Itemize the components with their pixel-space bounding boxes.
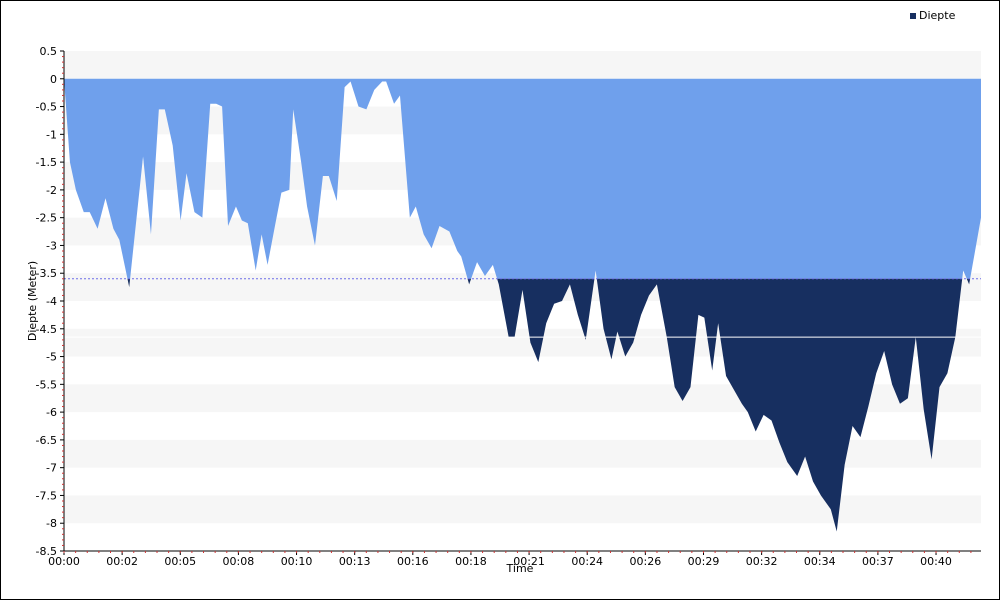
y-tick-label: -2.5 — [36, 212, 57, 225]
axes: 0.5 0 -0.5 -1 -1.5 -2 -2.5 -3 -3.5 -4 -4.5 -5 -5.5 -6… — [36, 45, 981, 568]
y-tick-label: -1.5 — [36, 156, 57, 169]
y-tick-label: -1 — [46, 128, 57, 141]
legend: Diepte — [910, 9, 955, 22]
x-tick-label: 00:18 — [455, 555, 487, 568]
y-tick-label: -6.5 — [36, 434, 57, 447]
y-tick-label: -5 — [46, 351, 57, 364]
background-band — [64, 495, 981, 524]
y-tick-label: -4.5 — [36, 323, 57, 336]
x-tick-label: 00:40 — [920, 555, 952, 568]
legend-swatch — [910, 12, 916, 19]
y-tick-label: -6 — [46, 406, 57, 419]
legend-label: Diepte — [919, 9, 956, 22]
y-tick-label: -7 — [46, 462, 57, 475]
y-tick-label: 0.5 — [40, 45, 58, 58]
x-tick-label: 00:26 — [630, 555, 662, 568]
x-tick-label: 00:00 — [48, 555, 80, 568]
y-tick-label: -2 — [46, 184, 57, 197]
x-tick-label: 00:05 — [164, 555, 196, 568]
y-tick-label: -3 — [46, 239, 57, 252]
depth-area-deep — [127, 278, 971, 532]
x-tick-label: 00:37 — [862, 555, 894, 568]
x-tick-label: 00:32 — [746, 555, 778, 568]
threshold-lines — [64, 278, 981, 338]
x-tick-label: 00:08 — [223, 555, 255, 568]
x-tick-label: 00:29 — [688, 555, 720, 568]
y-axis-label: Diepte (Meter) — [26, 261, 39, 341]
depth-area-shallow — [64, 78, 981, 279]
x-tick-label: 00:13 — [339, 555, 371, 568]
y-tick-label: -5.5 — [36, 378, 57, 391]
y-tick-label: -8.5 — [36, 545, 57, 558]
y-tick-label: -0.5 — [36, 101, 57, 114]
x-tick-label: 00:24 — [571, 555, 603, 568]
y-tick-label: -8 — [46, 517, 57, 530]
y-tick-label: -3.5 — [36, 267, 57, 280]
x-axis-label: Time — [506, 562, 534, 575]
x-tick-label: 00:21 — [513, 555, 545, 568]
y-tick-label: -4 — [46, 295, 57, 308]
background-band — [64, 51, 981, 79]
x-tick-label: 00:16 — [397, 555, 429, 568]
y-tick-label: -7.5 — [36, 489, 57, 502]
depth-area — [64, 78, 981, 532]
y-tick-label: 0 — [50, 73, 57, 86]
x-tick-label: 00:02 — [106, 555, 138, 568]
x-tick-label: 00:10 — [281, 555, 313, 568]
x-tick-label: 00:34 — [804, 555, 836, 568]
